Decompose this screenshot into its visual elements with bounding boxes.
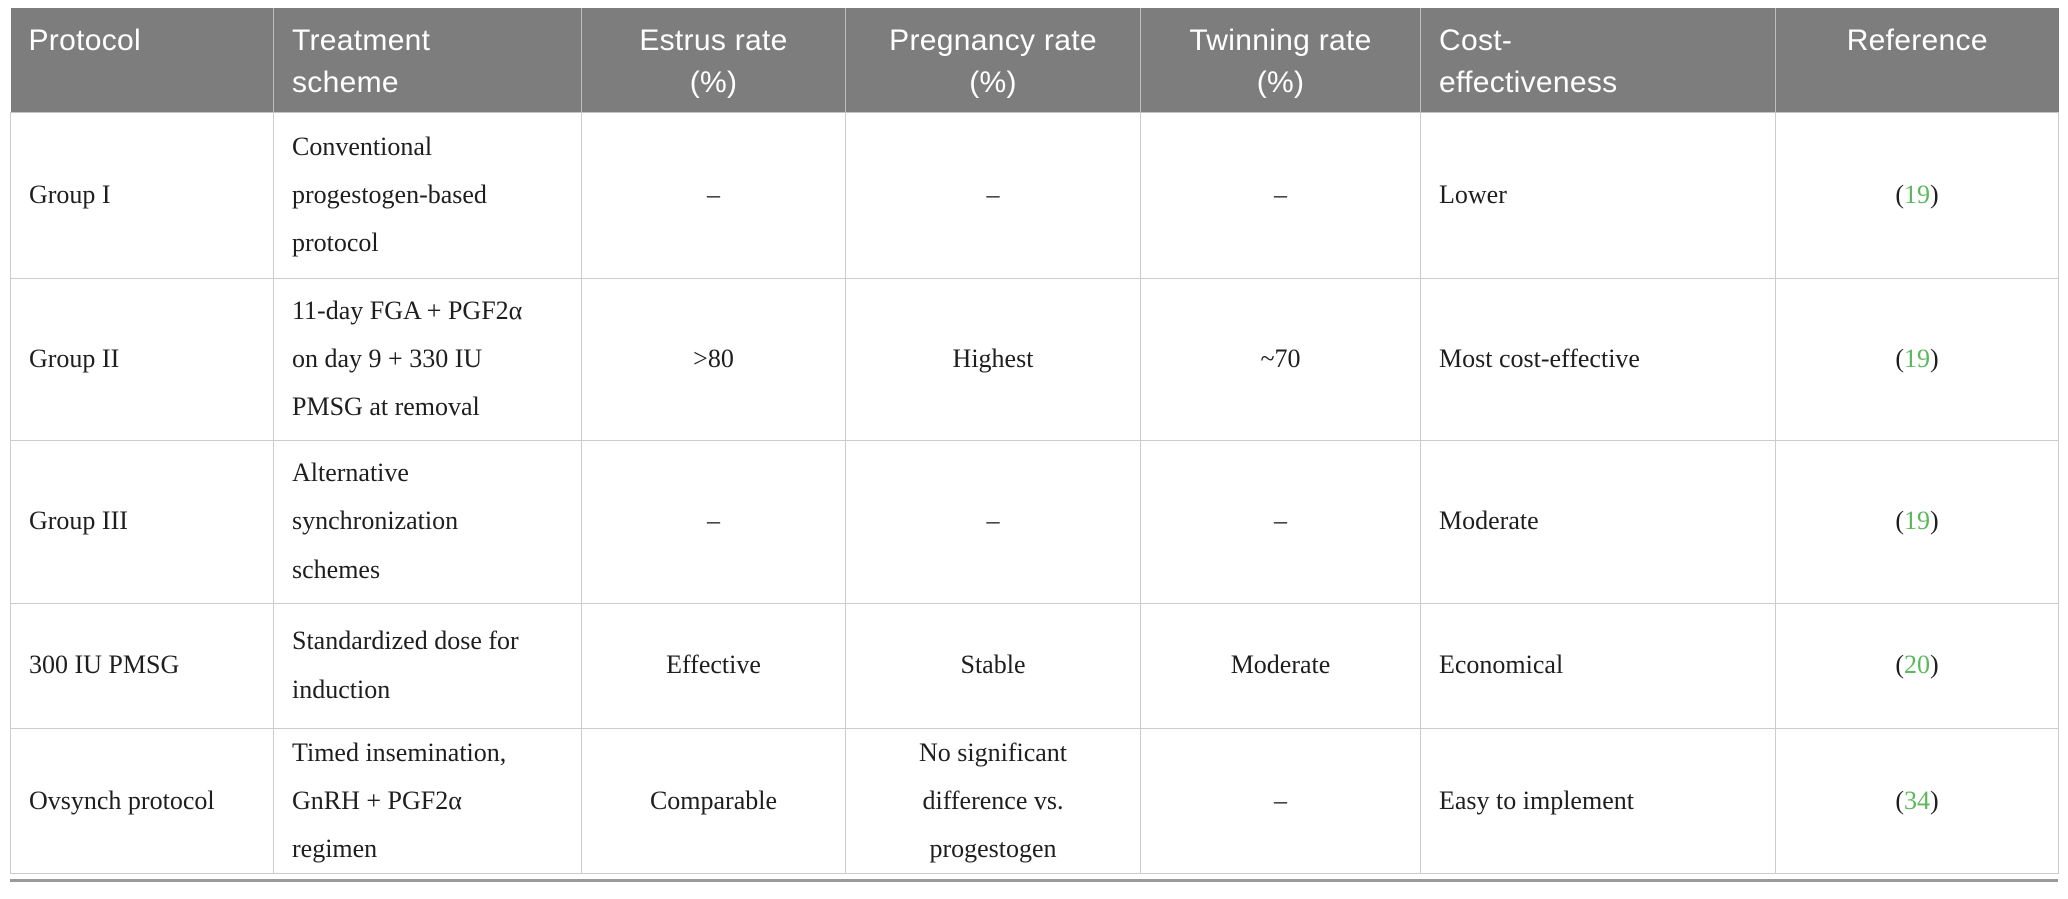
cell-estrus-rate: – bbox=[581, 111, 846, 279]
cell-protocol: Ovsynch protocol bbox=[10, 727, 274, 874]
cell-treatment-scheme: Timed insemination, GnRH + PGF2α regimen bbox=[273, 727, 582, 874]
cell-treatment-scheme: 11-day FGA + PGF2α on day 9 + 330 IU PMS… bbox=[273, 277, 582, 441]
ref-paren-open: ( bbox=[1895, 343, 1904, 373]
cell-protocol: Group II bbox=[10, 277, 274, 441]
cell-cost-effectiveness: Moderate bbox=[1420, 439, 1776, 604]
ref-paren-open: ( bbox=[1895, 506, 1904, 536]
cell-estrus-rate: Comparable bbox=[581, 727, 846, 874]
cell-cost-effectiveness: Economical bbox=[1420, 602, 1776, 729]
cell-estrus-rate: Effective bbox=[581, 602, 846, 729]
cell-treatment-scheme: Conventional progestogen-based protocol bbox=[273, 111, 582, 279]
column-header-estrus-rate: Estrus rate (%) bbox=[581, 8, 846, 113]
column-header-treatment-scheme: Treatment scheme bbox=[273, 8, 582, 113]
cell-treatment-scheme: Alternative synchronization schemes bbox=[273, 439, 582, 604]
cell-twinning-rate: – bbox=[1140, 439, 1421, 604]
cell-reference: (20) bbox=[1775, 602, 2059, 729]
cell-pregnancy-rate: Stable bbox=[845, 602, 1141, 729]
column-header-pregnancy-rate: Pregnancy rate (%) bbox=[845, 8, 1141, 113]
cell-pregnancy-rate: – bbox=[845, 111, 1141, 279]
cell-twinning-rate: Moderate bbox=[1140, 602, 1421, 729]
reference-citation-link[interactable]: 34 bbox=[1904, 785, 1930, 815]
cell-estrus-rate: – bbox=[581, 439, 846, 604]
ref-paren-open: ( bbox=[1895, 179, 1904, 209]
ref-paren-close: ) bbox=[1930, 785, 1939, 815]
cell-estrus-rate: >80 bbox=[581, 277, 846, 441]
cell-twinning-rate: – bbox=[1140, 111, 1421, 279]
ref-paren-open: ( bbox=[1895, 785, 1904, 815]
table-row: Ovsynch protocol Timed insemination, GnRH… bbox=[10, 727, 2059, 874]
reference-citation-link[interactable]: 19 bbox=[1904, 343, 1930, 373]
cell-cost-effectiveness: Lower bbox=[1420, 111, 1776, 279]
ref-paren-close: ) bbox=[1930, 650, 1939, 680]
ref-paren-open: ( bbox=[1895, 650, 1904, 680]
ref-paren-close: ) bbox=[1930, 506, 1939, 536]
cell-reference: (34) bbox=[1775, 727, 2059, 874]
reference-citation-link[interactable]: 19 bbox=[1904, 179, 1930, 209]
cell-cost-effectiveness: Easy to implement bbox=[1420, 727, 1776, 874]
cell-protocol: Group III bbox=[10, 439, 274, 604]
column-header-twinning-rate: Twinning rate (%) bbox=[1140, 8, 1421, 113]
table-row: 300 IU PMSG Standardized dose for inducti… bbox=[10, 602, 2059, 729]
cell-reference: (19) bbox=[1775, 277, 2059, 441]
cell-twinning-rate: – bbox=[1140, 727, 1421, 874]
header-row: Protocol Treatment scheme Estrus rate (%) P… bbox=[10, 8, 2059, 113]
column-header-cost-effectiveness: Cost- effectiveness bbox=[1420, 8, 1776, 113]
cell-reference: (19) bbox=[1775, 439, 2059, 604]
table-row: Group I Conventional progestogen-based pr… bbox=[10, 111, 2059, 279]
cell-pregnancy-rate: No significant difference vs. progestoge… bbox=[845, 727, 1141, 874]
ref-paren-close: ) bbox=[1930, 343, 1939, 373]
column-header-protocol: Protocol bbox=[10, 8, 274, 113]
table-row: Group III Alternative synchronization sch… bbox=[10, 439, 2059, 604]
reference-citation-link[interactable]: 20 bbox=[1904, 650, 1930, 680]
reference-citation-link[interactable]: 19 bbox=[1904, 506, 1930, 536]
ref-paren-close: ) bbox=[1930, 179, 1939, 209]
table-figure: Protocol Treatment scheme Estrus rate (%) P… bbox=[0, 8, 2068, 882]
cell-cost-effectiveness: Most cost-effective bbox=[1420, 277, 1776, 441]
cell-twinning-rate: ~70 bbox=[1140, 277, 1421, 441]
cell-pregnancy-rate: – bbox=[845, 439, 1141, 604]
cell-pregnancy-rate: Highest bbox=[845, 277, 1141, 441]
protocol-comparison-table: Protocol Treatment scheme Estrus rate (%) P… bbox=[10, 8, 2059, 874]
column-header-reference: Reference bbox=[1775, 8, 2059, 113]
cell-reference: (19) bbox=[1775, 111, 2059, 279]
cell-protocol: Group I bbox=[10, 111, 274, 279]
table-row: Group II 11-day FGA + PGF2α on day 9 + 33… bbox=[10, 277, 2059, 441]
cell-protocol: 300 IU PMSG bbox=[10, 602, 274, 729]
table-bottom-rule bbox=[10, 878, 2058, 882]
cell-treatment-scheme: Standardized dose for induction bbox=[273, 602, 582, 729]
table-body: Group I Conventional progestogen-based pr… bbox=[10, 111, 2059, 874]
